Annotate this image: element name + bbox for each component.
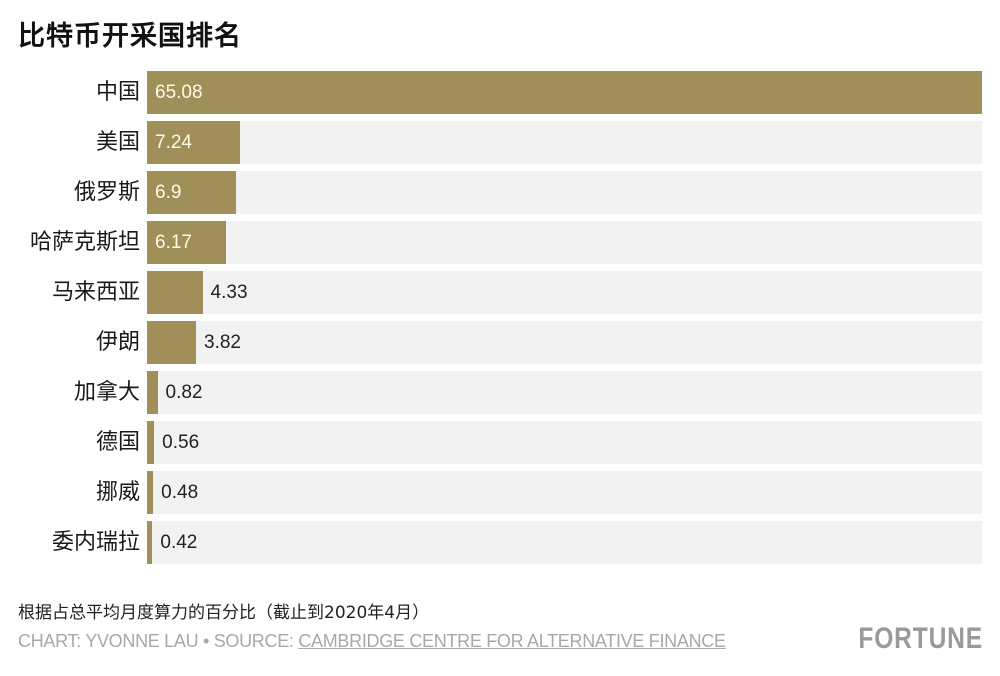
- bar: [147, 521, 153, 564]
- category-label: 俄罗斯: [73, 180, 140, 205]
- chart-note: 根据占总平均月度算力的百分比（截止到2020年4月）: [18, 603, 430, 623]
- category-label: 挪威: [95, 480, 140, 505]
- category-label: 德国: [95, 430, 140, 455]
- bar: [147, 471, 154, 514]
- value-label: 4.33: [210, 282, 248, 303]
- chart-title: 比特币开采国排名: [18, 21, 242, 52]
- value-label: 6.17: [155, 232, 192, 253]
- bar-row: 哈萨克斯坦 6.17: [0, 221, 1000, 264]
- credit-prefix: CHART: YVONNE LAU • SOURCE:: [18, 631, 299, 651]
- bar: [147, 371, 158, 414]
- value-label: 0.48: [161, 482, 199, 503]
- category-label: 美国: [95, 130, 140, 155]
- bar: [147, 321, 196, 364]
- bar-track: 0.42: [147, 521, 982, 564]
- bar-track: 6.9: [147, 171, 982, 214]
- category-label: 伊朗: [95, 330, 140, 355]
- bar-row: 俄罗斯 6.9: [0, 171, 1000, 214]
- bar-row: 马来西亚 4.33: [0, 271, 1000, 314]
- bar-row: 伊朗 3.82: [0, 321, 1000, 364]
- value-label: 3.82: [204, 332, 241, 353]
- bar: 65.08: [147, 71, 982, 114]
- bar-row: 加拿大 0.82: [0, 371, 1000, 414]
- bar-chart: 中国 65.08 美国 7.24 俄罗斯 6.9 哈萨克斯坦 6.17 马来西亚 4.33 伊朗 3.…: [0, 71, 1000, 571]
- category-label: 委内瑞拉: [51, 530, 140, 555]
- source-link[interactable]: CAMBRIDGE CENTRE FOR ALTERNATIVE FINANCE: [298, 631, 726, 651]
- bar-track: 6.17: [147, 221, 982, 264]
- bar: [147, 271, 203, 314]
- chart-credit: CHART: YVONNE LAU • SOURCE: CAMBRIDGE CE…: [18, 631, 726, 652]
- bar-track: 7.24: [147, 121, 982, 164]
- bar: 6.17: [147, 221, 227, 264]
- bar: 7.24: [147, 121, 240, 164]
- bar-row: 挪威 0.48: [0, 471, 1000, 514]
- bar-row: 德国 0.56: [0, 421, 1000, 464]
- bar-track: 3.82: [147, 321, 982, 364]
- category-label: 加拿大: [73, 380, 140, 405]
- value-label: 0.42: [160, 532, 198, 553]
- bar-track: 65.08: [147, 71, 982, 114]
- bar: 6.9: [147, 171, 236, 214]
- bar-track: 0.56: [147, 421, 982, 464]
- bar-track: 0.82: [147, 371, 982, 414]
- bar: [147, 421, 155, 464]
- bar-track: 0.48: [147, 471, 982, 514]
- value-label: 65.08: [155, 82, 203, 103]
- value-label: 0.82: [165, 382, 203, 403]
- bar-row: 中国 65.08: [0, 71, 1000, 114]
- fortune-logo: FORTUNE: [858, 622, 983, 655]
- value-label: 7.24: [155, 132, 192, 153]
- value-label: 6.9: [155, 182, 182, 203]
- bar-track: 4.33: [147, 271, 982, 314]
- category-label: 中国: [95, 80, 140, 105]
- bar-row: 美国 7.24: [0, 121, 1000, 164]
- value-label: 0.56: [162, 432, 200, 453]
- bar-row: 委内瑞拉 0.42: [0, 521, 1000, 564]
- category-label: 哈萨克斯坦: [29, 230, 140, 255]
- category-label: 马来西亚: [51, 280, 140, 305]
